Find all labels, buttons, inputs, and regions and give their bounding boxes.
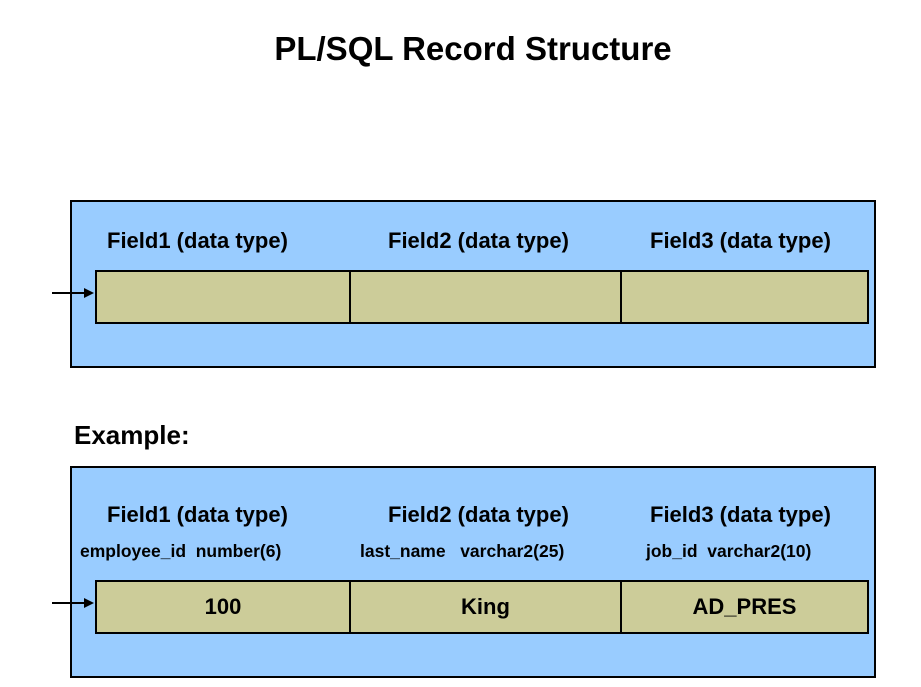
example-field2-header: Field2 (data type) xyxy=(388,502,569,527)
example-record-panel xyxy=(70,466,876,678)
record-field3-cell xyxy=(620,270,869,324)
example-field3-value-cell: AD_PRES xyxy=(620,580,869,634)
field1-header: Field1 (data type) xyxy=(107,228,288,253)
record-pointer-arrow-icon xyxy=(52,288,94,298)
example-field2-value-cell: King xyxy=(349,580,622,634)
example-pointer-arrow-icon xyxy=(52,598,94,608)
record-field2-cell xyxy=(349,270,622,324)
page-title: PL/SQL Record Structure xyxy=(274,30,672,67)
field2-header: Field2 (data type) xyxy=(388,228,569,253)
example-heading: Example: xyxy=(74,420,190,450)
example-field2-definition: last_name varchar2(25) xyxy=(360,541,565,561)
record-field1-cell xyxy=(95,270,351,324)
example-field3-header: Field3 (data type) xyxy=(650,502,831,527)
example-field1-definition: employee_id number(6) xyxy=(80,541,282,561)
example-field3-definition: job_id varchar2(10) xyxy=(646,541,812,561)
example-field1-value-cell: 100 xyxy=(95,580,351,634)
example-field1-header: Field1 (data type) xyxy=(107,502,288,527)
field3-header: Field3 (data type) xyxy=(650,228,831,253)
